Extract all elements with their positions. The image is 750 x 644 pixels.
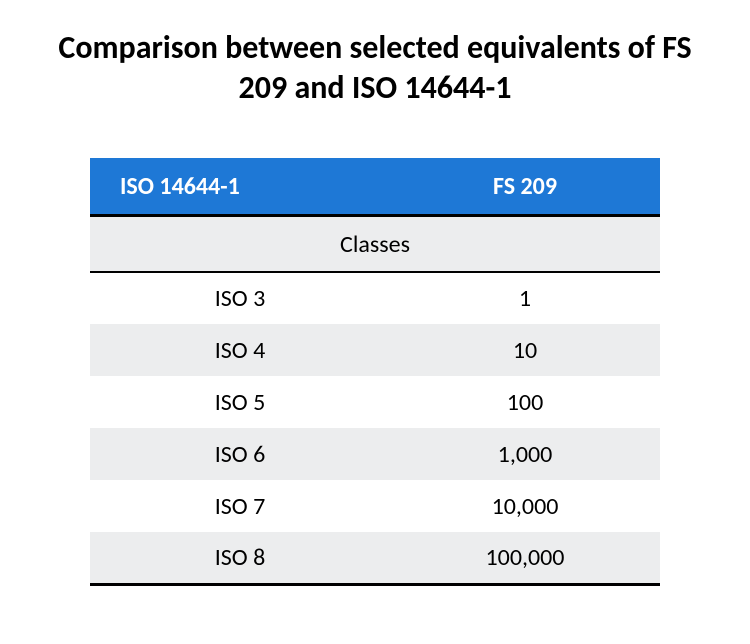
table-row: ISO 31: [90, 272, 660, 324]
cell-fs: 100,000: [390, 532, 660, 584]
table-row: ISO 710,000: [90, 480, 660, 532]
table-subheader: Classes: [90, 216, 660, 273]
col-header-fs: FS 209: [390, 158, 660, 216]
table: ISO 14644-1 FS 209 Classes ISO 31ISO 410…: [90, 158, 660, 586]
table-row: ISO 8100,000: [90, 532, 660, 584]
table-row: ISO 5100: [90, 376, 660, 428]
subheader-cell: Classes: [90, 216, 660, 273]
cell-iso: ISO 7: [90, 480, 390, 532]
cell-fs: 100: [390, 376, 660, 428]
table-header: ISO 14644-1 FS 209 Classes: [90, 158, 660, 272]
cell-iso: ISO 5: [90, 376, 390, 428]
table-row: ISO 410: [90, 324, 660, 376]
comparison-table: ISO 14644-1 FS 209 Classes ISO 31ISO 410…: [90, 158, 660, 586]
cell-fs: 1,000: [390, 428, 660, 480]
table-row: ISO 61,000: [90, 428, 660, 480]
cell-iso: ISO 8: [90, 532, 390, 584]
cell-iso: ISO 4: [90, 324, 390, 376]
cell-fs: 10: [390, 324, 660, 376]
page-title: Comparison between selected equivalents …: [40, 28, 710, 108]
cell-fs: 10,000: [390, 480, 660, 532]
cell-iso: ISO 3: [90, 272, 390, 324]
cell-iso: ISO 6: [90, 428, 390, 480]
page: Comparison between selected equivalents …: [0, 0, 750, 586]
cell-fs: 1: [390, 272, 660, 324]
table-body: ISO 31ISO 410ISO 5100ISO 61,000ISO 710,0…: [90, 272, 660, 584]
col-header-iso: ISO 14644-1: [90, 158, 390, 216]
